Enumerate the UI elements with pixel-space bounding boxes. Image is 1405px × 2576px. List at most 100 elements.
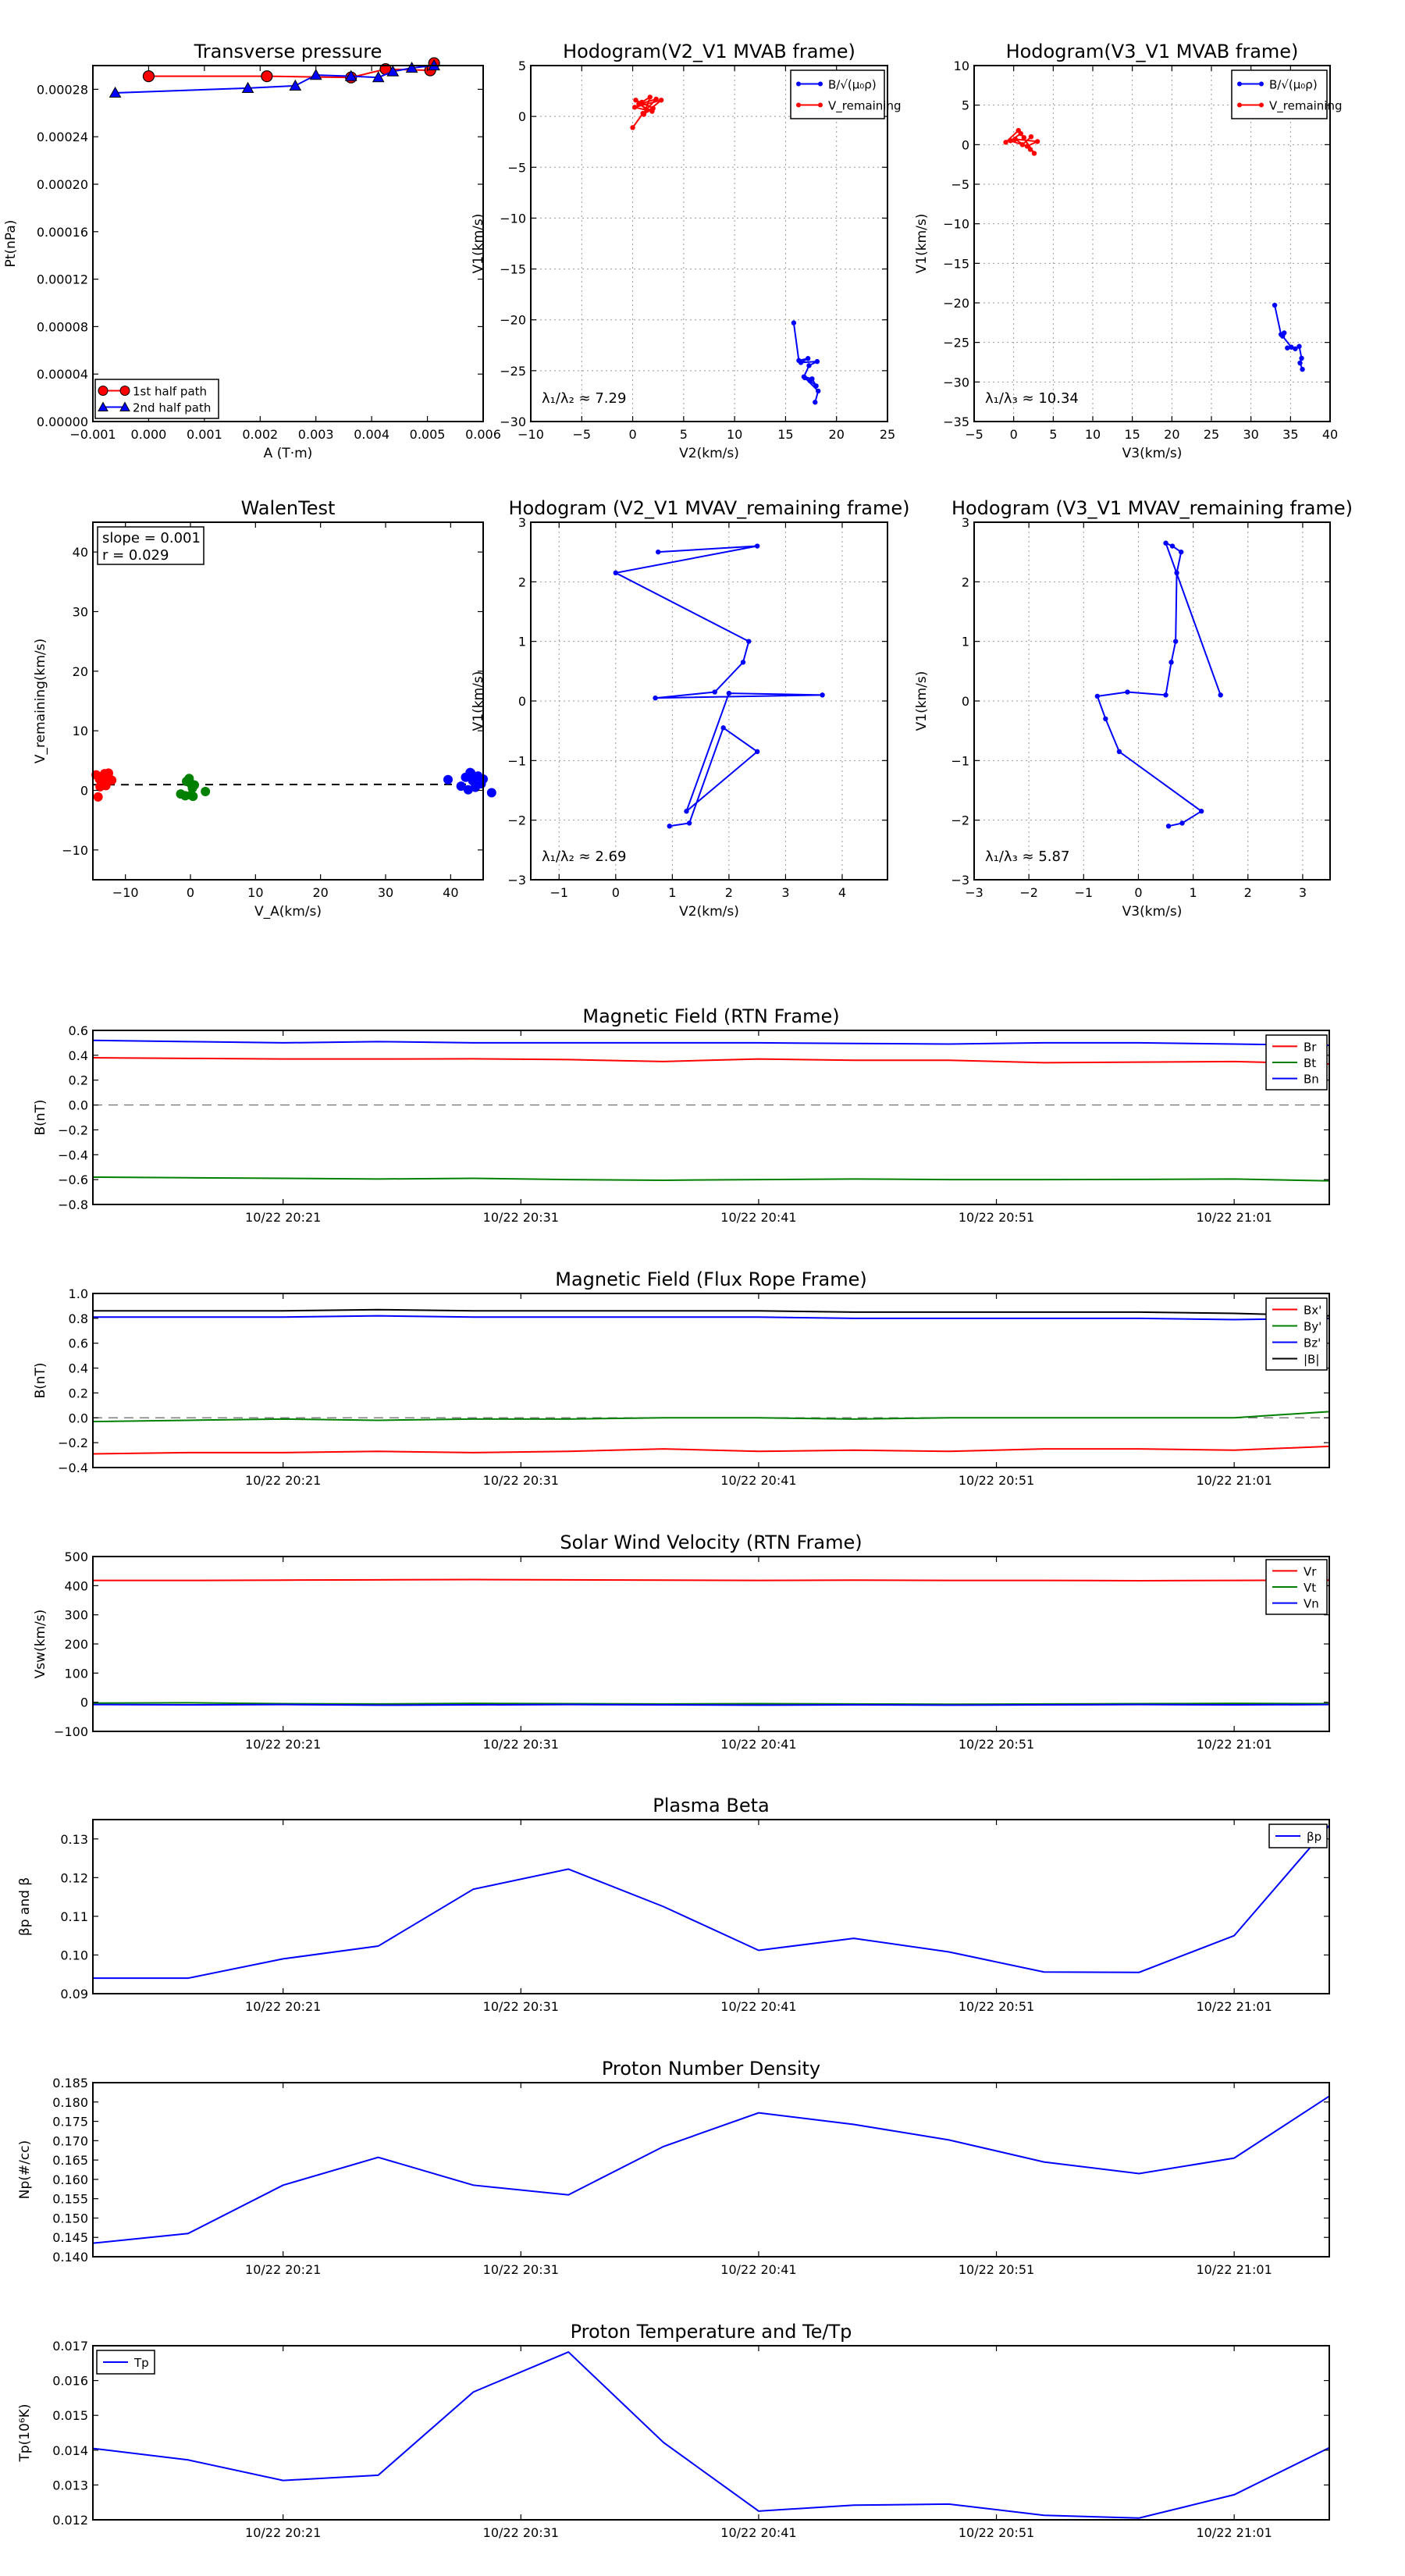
x-tick-label: 20 <box>312 885 328 900</box>
x-tick-label: 10/22 20:41 <box>720 1999 796 2014</box>
data-point <box>289 79 302 91</box>
data-point <box>96 777 106 788</box>
y-tick-label: −2 <box>507 813 526 828</box>
y-tick-label: 100 <box>64 1666 88 1681</box>
data-point <box>805 356 811 361</box>
y-tick-label: −20 <box>500 313 526 328</box>
y-axis-label: Np(#/cc) <box>17 2140 33 2199</box>
y-axis-label: V1(km/s) <box>914 671 930 731</box>
data-point <box>754 543 760 549</box>
y-tick-label: 5 <box>518 59 526 73</box>
y-tick-label: 0.6 <box>69 1023 88 1038</box>
x-tick-label: 0 <box>1134 885 1142 900</box>
data-point <box>1003 140 1008 145</box>
data-point <box>188 792 198 802</box>
data-point <box>104 768 113 778</box>
x-tick-label: 10/22 20:41 <box>720 1473 796 1488</box>
data-point <box>720 725 726 731</box>
y-tick-label: 0.00020 <box>37 177 88 192</box>
legend-label: V_remaining <box>1269 99 1343 114</box>
x-tick-label: 2 <box>1244 885 1252 900</box>
x-tick-label: 0.004 <box>354 427 389 442</box>
legend-marker <box>818 102 823 108</box>
legend-marker <box>98 386 108 396</box>
y-tick-label: 5 <box>962 98 969 113</box>
data-point <box>631 105 638 110</box>
x-tick-label: 0.006 <box>465 427 501 442</box>
x-tick-label: 3 <box>781 885 789 900</box>
x-tick-label: 10/22 21:01 <box>1196 1999 1272 2014</box>
data-point <box>684 809 689 814</box>
y-tick-label: 3 <box>962 515 969 530</box>
y-tick-label: 400 <box>64 1578 88 1593</box>
data-point <box>241 81 254 93</box>
ratio-annotation: λ₁/λ₂ ≈ 2.69 <box>542 849 626 865</box>
stats-text: r = 0.029 <box>102 547 169 564</box>
legend-label: Bn <box>1304 1073 1319 1087</box>
y-tick-label: 0.4 <box>69 1361 88 1376</box>
x-tick-label: 10/22 20:21 <box>245 1473 321 1488</box>
y-tick-label: −25 <box>500 364 526 379</box>
data-point <box>486 788 496 798</box>
chart-title: Hodogram (V3_V1 MVAV_remaining frame) <box>951 497 1353 519</box>
data-point <box>344 69 357 81</box>
axes-frame <box>973 65 1331 422</box>
legend-marker <box>1237 81 1242 87</box>
data-point <box>1031 151 1037 156</box>
data-point <box>1289 344 1294 350</box>
legend-marker <box>1259 81 1264 87</box>
data-point <box>1179 820 1185 826</box>
y-tick-label: 0.11 <box>60 1909 88 1924</box>
y-tick-label: 300 <box>64 1608 88 1623</box>
series-line <box>93 1315 1330 1321</box>
series-line <box>92 1039 1330 1047</box>
series-line <box>92 1411 1330 1423</box>
data-point <box>658 98 664 103</box>
x-tick-label: 10/22 20:51 <box>959 2525 1034 2540</box>
legend-label: Tp <box>133 2356 149 2370</box>
data-point <box>1178 549 1184 555</box>
series-line <box>93 1824 1330 1980</box>
y-tick-label: −10 <box>500 211 526 226</box>
y-tick-label: −35 <box>943 415 969 429</box>
x-tick-label: 1 <box>668 885 676 900</box>
x-tick-label: 25 <box>880 427 895 442</box>
y-tick-label: −1 <box>951 753 969 768</box>
y-tick-label: 0.170 <box>52 2133 88 2148</box>
legend-label: Bz' <box>1304 1336 1321 1350</box>
y-tick-label: 0 <box>80 1695 88 1710</box>
data-point <box>740 660 746 665</box>
y-tick-label: 0.165 <box>52 2153 88 2168</box>
data-point <box>820 692 825 698</box>
data-point <box>647 94 653 100</box>
y-tick-label: 200 <box>64 1637 88 1652</box>
data-point <box>814 358 820 365</box>
y-tick-label: 0.6 <box>69 1336 88 1351</box>
data-point <box>1300 366 1305 372</box>
y-tick-label: 0.175 <box>52 2115 88 2129</box>
x-tick-label: 10/22 20:41 <box>720 2525 796 2540</box>
data-point <box>1299 355 1304 361</box>
x-tick-label: 0 <box>187 885 194 900</box>
x-tick-label: −1 <box>550 885 568 900</box>
y-axis-label: B(nT) <box>33 1099 48 1135</box>
data-point <box>613 570 619 576</box>
x-tick-label: 15 <box>1124 427 1140 442</box>
data-point <box>261 70 273 83</box>
x-axis-label: V2(km/s) <box>679 446 739 461</box>
data-point <box>1163 692 1168 698</box>
y-axis-label: B(nT) <box>33 1362 48 1398</box>
x-tick-label: 10/22 20:31 <box>483 2525 559 2540</box>
y-tick-label: 30 <box>73 605 88 620</box>
y-tick-label: 0.8 <box>69 1311 88 1326</box>
x-tick-label: 10/22 20:41 <box>720 1737 796 1752</box>
x-tick-label: 0.003 <box>298 427 334 442</box>
y-axis-label: V1(km/s) <box>471 671 486 731</box>
y-tick-label: 1 <box>518 635 526 649</box>
y-tick-label: −5 <box>507 160 526 175</box>
y-tick-label: 0.12 <box>60 1870 88 1885</box>
data-point <box>1218 692 1223 698</box>
axes-frame <box>92 1293 1330 1468</box>
y-tick-label: 0.017 <box>52 2339 88 2354</box>
series-line <box>1274 304 1304 370</box>
